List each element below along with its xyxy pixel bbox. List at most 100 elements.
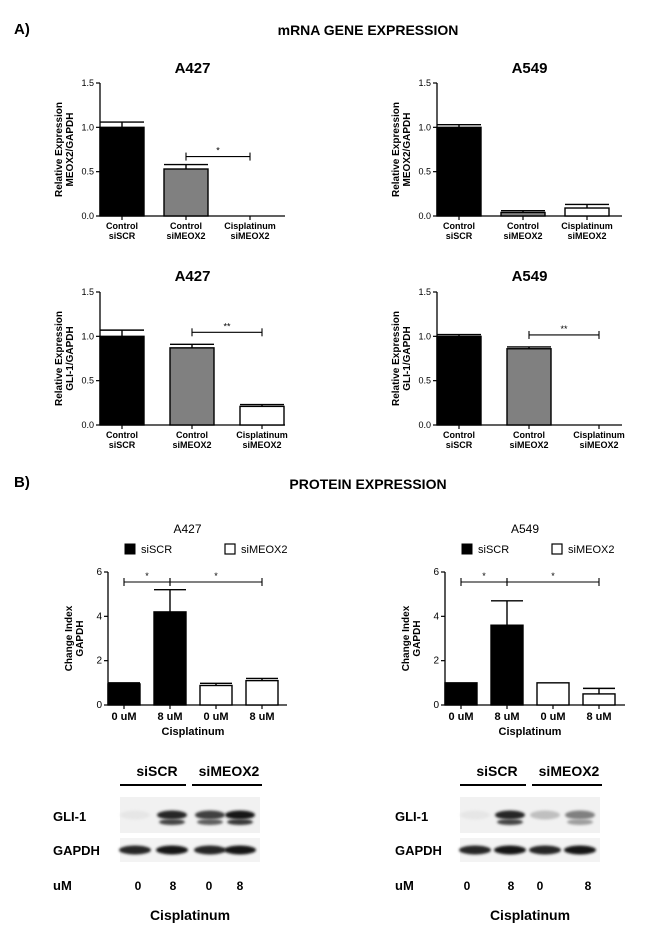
blot-dose-value: 0	[537, 879, 544, 893]
x-tick-label: 0 uM	[448, 711, 473, 723]
blot-band-gli1	[120, 810, 150, 820]
x-tick-label: siMEOX2	[172, 440, 211, 450]
x-tick-label: siMEOX2	[230, 231, 269, 241]
x-tick-label: 8 uM	[249, 711, 274, 723]
y-axis-label: Change Index	[401, 605, 412, 671]
western-blot-a427: siSCR siMEOX2 GLI-1 GAPDH uM 0 8 0 8 Cisplatinum	[53, 763, 262, 923]
significance-marker: *	[145, 571, 149, 581]
blot-xlabel: Cisplatinum	[490, 907, 570, 923]
y-axis-label: Relative Expression	[391, 102, 402, 197]
y-axis-label: Relative Expression	[54, 311, 65, 406]
chart-title: A427	[175, 268, 211, 285]
bar	[436, 335, 482, 426]
y-tick-label: 6	[433, 567, 439, 578]
y-axis-label: Relative Expression	[54, 102, 65, 197]
y-tick-label: 2	[433, 656, 439, 667]
x-tick-label: siMEOX2	[579, 440, 618, 450]
legend-swatch-sisCR	[461, 543, 473, 555]
y-tick-label: 0.0	[81, 420, 94, 430]
section-a-label: A)	[14, 21, 30, 38]
bar	[506, 348, 552, 426]
bar	[564, 207, 610, 217]
bar	[99, 335, 145, 426]
legend-swatch-simeox2	[551, 543, 563, 555]
chart-title: A549	[512, 60, 548, 77]
y-tick-label: 1.5	[81, 287, 94, 297]
blot-row-label: GAPDH	[53, 843, 100, 858]
x-axis-label: Cisplatinum	[162, 726, 225, 738]
blot-band-gli1	[495, 810, 525, 820]
bar	[153, 611, 187, 706]
y-axis-label: MEOX2/GAPDH	[402, 113, 413, 187]
y-tick-label: 6	[96, 567, 102, 578]
chart-a549-meox2: A549 0.0 0.5 1.0 1.5 Relative Expression MEOX2…	[391, 60, 622, 241]
x-tick-label: Control	[507, 221, 539, 231]
chart-title: A549	[511, 522, 539, 536]
bar	[536, 682, 570, 706]
y-tick-label: 0	[433, 700, 439, 711]
x-tick-label: siMEOX2	[166, 231, 205, 241]
bar	[169, 347, 215, 426]
blot-band-gapdh	[494, 845, 526, 855]
y-axis-label: Relative Expression	[391, 311, 402, 406]
y-tick-label: 0.0	[81, 211, 94, 221]
bar	[500, 211, 546, 217]
blot-xlabel: Cisplatinum	[150, 907, 230, 923]
x-tick-label: 8 uM	[586, 711, 611, 723]
blot-row-label: GLI-1	[53, 809, 86, 824]
x-tick-label: Cisplatinum	[224, 221, 276, 231]
y-tick-label: 1.5	[418, 287, 431, 297]
x-tick-label: Control	[106, 430, 138, 440]
x-tick-label: Control	[443, 221, 475, 231]
y-axis-label: GAPDH	[412, 620, 423, 656]
blot-dose-value: 8	[237, 879, 244, 893]
x-tick-label: siMEOX2	[503, 231, 542, 241]
x-tick-label: Control	[106, 221, 138, 231]
bar	[199, 684, 233, 706]
x-tick-label: 8 uM	[157, 711, 182, 723]
significance-marker: *	[216, 146, 220, 156]
blot-row-label: GAPDH	[395, 843, 442, 858]
y-tick-label: 0.0	[418, 211, 431, 221]
chart-a427-gli1: A427 0.0 0.5 1.0 1.5 Relative Expression GLI-1…	[54, 268, 288, 450]
blot-dose-value: 8	[585, 879, 592, 893]
x-tick-label: 8 uM	[494, 711, 519, 723]
bar	[582, 693, 616, 706]
x-tick-label: Control	[513, 430, 545, 440]
y-tick-label: 4	[96, 611, 102, 622]
western-blot-a549: siSCR siMEOX2 GLI-1 GAPDH uM 0 8 0 8 Cisplatinum	[395, 763, 602, 923]
blot-band-gli1	[225, 810, 255, 820]
bar	[107, 683, 141, 706]
blot-dose-value: 8	[170, 879, 177, 893]
blot-band-gli1	[195, 810, 225, 820]
blot-band-gli1	[497, 819, 523, 825]
bar	[245, 679, 279, 706]
x-tick-label: Control	[170, 221, 202, 231]
blot-band-gapdh	[194, 845, 226, 855]
bar	[490, 624, 524, 706]
blot-band-gli1	[530, 810, 560, 820]
y-tick-label: 1.5	[81, 78, 94, 88]
y-tick-label: 0.5	[81, 167, 94, 177]
blot-band-gli1	[565, 810, 595, 820]
x-tick-label: Cisplatinum	[236, 430, 288, 440]
blot-band-gapdh	[529, 845, 561, 855]
legend-label: siMEOX2	[568, 544, 614, 556]
x-tick-label: 0 uM	[111, 711, 136, 723]
chart-title: A549	[512, 268, 548, 285]
y-axis-label: Change Index	[64, 605, 75, 671]
chart-a427-meox2: A427 0.0 0.5 1.0 1.5 Relative Expression MEOX2…	[54, 60, 285, 241]
x-tick-label: siMEOX2	[567, 231, 606, 241]
bar	[239, 405, 285, 426]
blot-group-label: siMEOX2	[199, 763, 260, 779]
blot-band-gli1	[159, 819, 185, 825]
significance-marker: *	[551, 571, 555, 581]
significance-marker: *	[482, 571, 486, 581]
blot-dose-value: 0	[206, 879, 213, 893]
significance-marker: **	[223, 321, 231, 331]
y-tick-label: 0	[96, 700, 102, 711]
x-tick-label: Control	[176, 430, 208, 440]
y-tick-label: 1.0	[81, 331, 94, 341]
blot-band-gli1	[227, 819, 253, 825]
